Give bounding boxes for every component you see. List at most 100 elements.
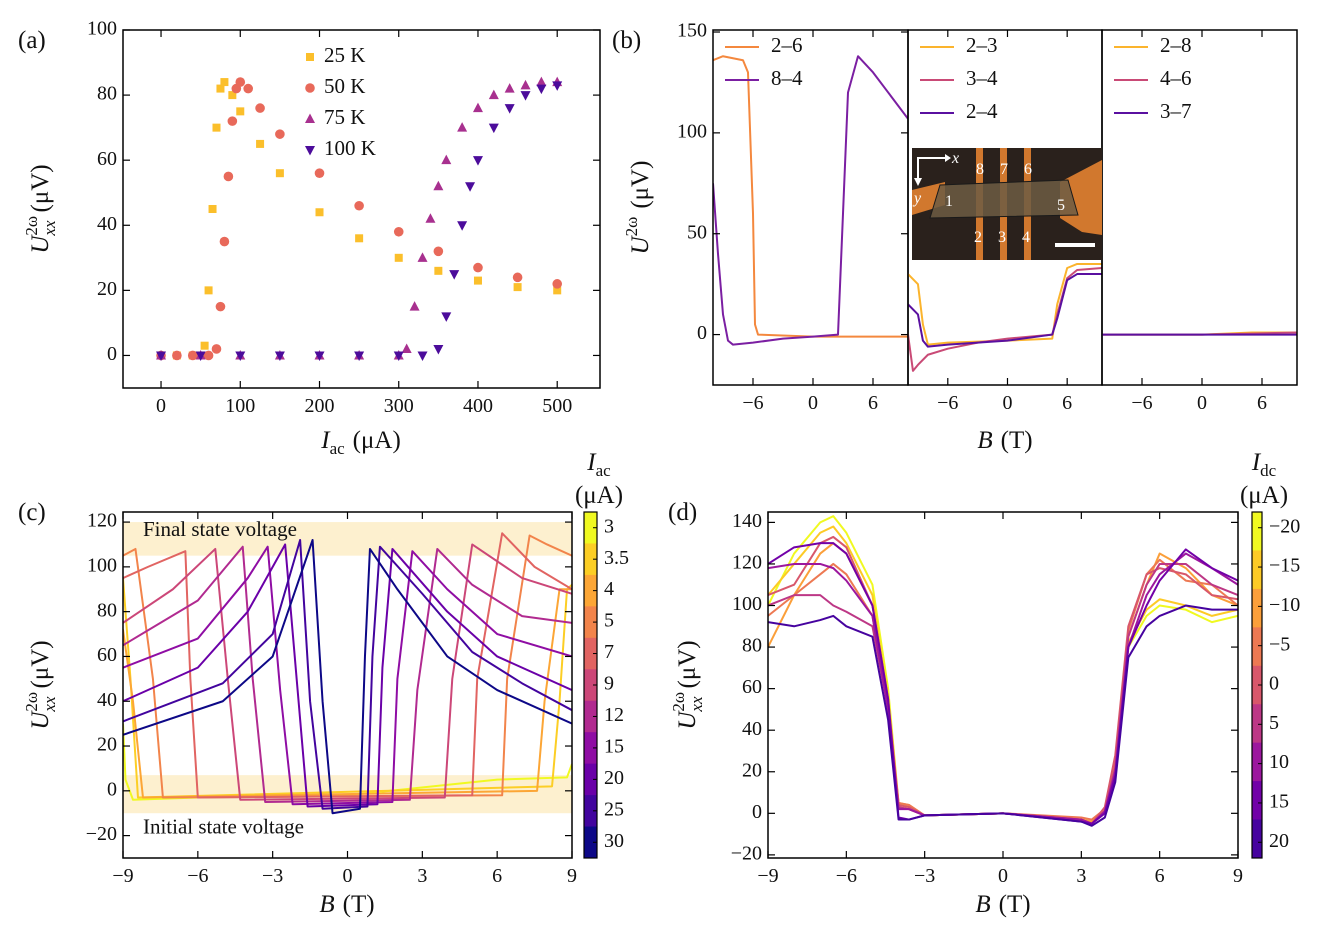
data-point <box>457 122 468 132</box>
inset-label: 7 <box>1000 161 1008 178</box>
data-point <box>488 123 499 134</box>
data-point <box>512 272 523 283</box>
data-line <box>768 604 1238 827</box>
y-tick-label: 120 <box>87 510 117 532</box>
data-point <box>393 226 404 237</box>
legend-label: 50 K <box>324 74 365 98</box>
colorbar-segment <box>584 795 597 828</box>
label-superscript: 2ω <box>22 216 41 236</box>
colorbar-title: Iac <box>586 449 611 480</box>
plot-frame <box>712 29 909 386</box>
colorbar-label: 5 <box>1269 712 1279 734</box>
inset-flake <box>929 179 1079 219</box>
panel: −6 0 6 0 50 100 150 (b) B (T) U2ω (μV) 2–6 8–4 <box>612 20 1033 454</box>
data-point <box>472 102 483 113</box>
data-line <box>768 535 1238 825</box>
data-point <box>315 208 324 217</box>
data-point <box>520 91 531 101</box>
colorbar-segment <box>584 763 597 796</box>
data-point <box>465 182 476 192</box>
label-symbol: I <box>320 427 331 454</box>
x-tick-label: 0 <box>1002 392 1012 414</box>
x-tick-label: −9 <box>112 865 133 887</box>
colorbar-label: 12 <box>604 704 624 726</box>
colorbar-segment <box>1252 588 1262 628</box>
label-unit: (T) <box>343 891 375 918</box>
colorbar-segment <box>584 669 597 702</box>
colorbar-label: −10 <box>1269 594 1300 616</box>
x-tick-label: 300 <box>384 395 414 417</box>
colorbar-label: 9 <box>604 673 614 695</box>
colorbar-label: 15 <box>1269 791 1289 813</box>
data-point <box>457 221 468 231</box>
data-point <box>552 279 563 289</box>
label-subscript: ac <box>330 439 346 458</box>
panel-label: (c) <box>18 499 46 526</box>
x-tick-label: 100 <box>225 395 255 417</box>
data-point <box>235 351 246 361</box>
y-axis-label: U2ωxx (μV) <box>669 640 706 729</box>
y-tick-label: 60 <box>97 644 117 666</box>
x-tick-label: 6 <box>492 865 502 887</box>
data-point <box>275 129 285 139</box>
inset-arrowheads <box>914 154 951 186</box>
inset-contact <box>1060 160 1102 235</box>
x-tick-label: 6 <box>1155 865 1165 887</box>
x-tick-label: −3 <box>262 865 283 887</box>
x-tick-label: 400 <box>463 395 493 417</box>
colorbar-title: Idc <box>1251 449 1277 480</box>
data-point <box>433 246 444 257</box>
y-tick-label: 100 <box>87 18 117 40</box>
label-subscript: xx <box>687 696 706 713</box>
x-tick-label: −6 <box>742 392 763 414</box>
data-point <box>536 84 547 95</box>
plot-area <box>123 532 572 815</box>
legend-label: 100 K <box>324 136 376 160</box>
legend-label: 2–4 <box>966 99 998 123</box>
colorbar-label: 15 <box>604 736 624 758</box>
label-subscript: xx <box>40 696 59 713</box>
y-tick-label: 40 <box>97 689 117 711</box>
x-tick-label: 0 <box>156 395 166 417</box>
data-point <box>212 123 221 132</box>
legend-label: 8–4 <box>771 66 803 90</box>
label-superscript: 2ω <box>622 217 641 237</box>
y-tick-label: 150 <box>677 20 707 42</box>
data-point <box>256 139 265 148</box>
data-line <box>768 558 1238 821</box>
plot-area <box>908 262 1102 372</box>
x-axis-label: B (T) <box>319 891 374 918</box>
label-unit: (μA) <box>353 427 401 454</box>
x-tick-label: 500 <box>542 395 572 417</box>
label-symbol: B <box>319 891 334 918</box>
panel: −6 0 6 2–3 3–4 2–4 <box>907 29 1103 414</box>
inset-label: x <box>951 150 959 167</box>
data-point <box>473 276 482 285</box>
inset-label: 4 <box>1022 229 1030 246</box>
data-point <box>394 253 403 262</box>
label-symbol: U <box>27 710 54 730</box>
y-tick-label: −20 <box>731 842 762 864</box>
colorbar-segment <box>1252 665 1262 705</box>
legend-label: 2–6 <box>771 33 803 57</box>
label-unit: (μV) <box>27 164 54 212</box>
label-symbol: B <box>975 891 990 918</box>
data-point <box>275 169 284 178</box>
data-point <box>220 78 229 87</box>
data-point <box>417 252 428 262</box>
data-point <box>195 351 206 361</box>
colorbar-segment <box>1252 550 1262 590</box>
data-point <box>223 171 234 182</box>
x-tick-label: 3 <box>417 865 427 887</box>
colorbar-label: −5 <box>1269 633 1290 655</box>
label-symbol: B <box>977 427 992 454</box>
y-tick-label: 20 <box>97 734 117 756</box>
inset-image: x y 8 7 6 1 5 2 3 4 <box>912 148 1102 260</box>
x-tick-label: 200 <box>305 395 335 417</box>
x-tick-label: −3 <box>914 865 935 887</box>
annotation: Initial state voltage <box>143 815 304 839</box>
legend-label: 4–6 <box>1160 66 1192 90</box>
x-tick-label: −9 <box>757 865 778 887</box>
data-point <box>314 351 325 361</box>
